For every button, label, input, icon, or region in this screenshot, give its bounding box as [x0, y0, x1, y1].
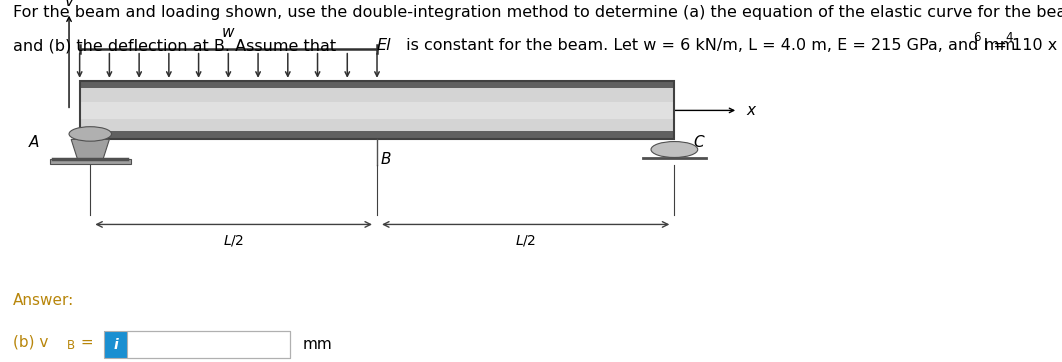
Polygon shape — [80, 131, 674, 139]
Text: is constant for the beam. Let w = 6 kN/m, L = 4.0 m, E = 215 GPa, and I = 110 x : is constant for the beam. Let w = 6 kN/m… — [401, 38, 1062, 53]
Circle shape — [651, 142, 698, 157]
Text: i: i — [114, 338, 118, 352]
Text: x: x — [747, 103, 755, 118]
Text: For the beam and loading shown, use the double-integration method to determine (: For the beam and loading shown, use the … — [13, 5, 1062, 20]
Circle shape — [69, 127, 112, 141]
Text: El: El — [377, 38, 392, 53]
Polygon shape — [71, 139, 109, 159]
Text: mm: mm — [979, 38, 1015, 53]
Text: A: A — [29, 135, 39, 151]
Text: and (b) the deflection at B. Assume that: and (b) the deflection at B. Assume that — [13, 38, 341, 53]
Text: (b) v: (b) v — [13, 335, 48, 350]
Text: Answer:: Answer: — [13, 293, 74, 308]
Polygon shape — [80, 81, 674, 88]
Text: 6: 6 — [973, 31, 980, 45]
Text: mm: mm — [303, 337, 332, 352]
FancyBboxPatch shape — [127, 331, 290, 358]
Polygon shape — [50, 159, 131, 164]
Text: v: v — [65, 0, 73, 9]
Text: $L/2$: $L/2$ — [223, 233, 244, 248]
FancyBboxPatch shape — [104, 331, 127, 358]
Text: B: B — [380, 152, 391, 167]
Text: C: C — [693, 135, 704, 151]
Text: w: w — [222, 25, 235, 40]
Text: 4: 4 — [1006, 31, 1013, 45]
Polygon shape — [80, 88, 674, 131]
Text: =: = — [76, 335, 95, 350]
Text: $L/2$: $L/2$ — [515, 233, 536, 248]
Polygon shape — [80, 102, 674, 119]
Text: B: B — [67, 339, 75, 352]
